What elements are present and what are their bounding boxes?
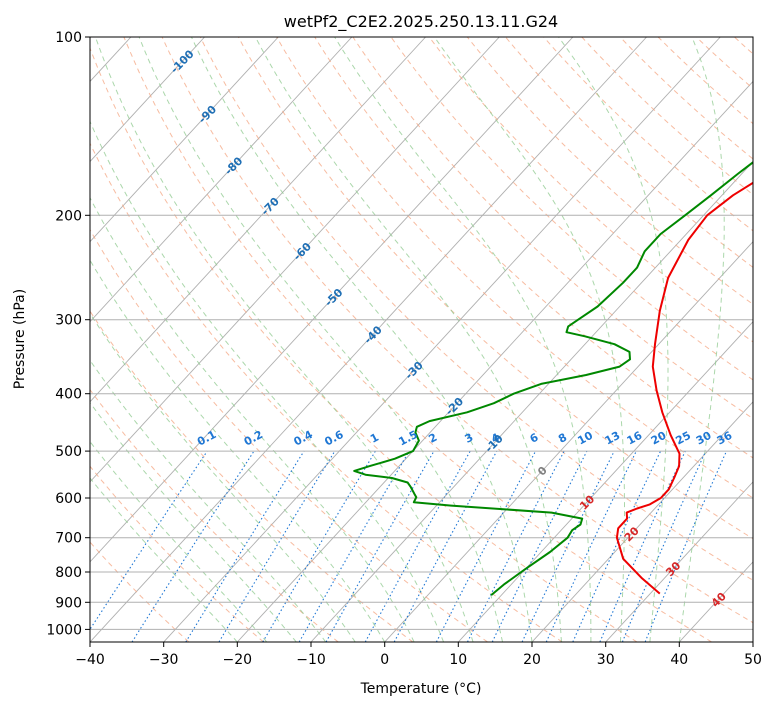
x-axis: −40 −30 −20 −10 0 10 20 30 40 50 bbox=[75, 642, 762, 668]
y-tick-label: 100 bbox=[55, 30, 82, 46]
isotherm-line bbox=[163, 37, 721, 642]
dry-adiabat-line bbox=[466, 37, 753, 305]
x-tick-label: −30 bbox=[149, 652, 179, 668]
isotherm-line bbox=[90, 37, 353, 323]
moist-adiabat-line bbox=[94, 37, 474, 642]
moist-adiabat-line bbox=[90, 359, 327, 642]
mixing-ratio-label: 10 bbox=[575, 429, 595, 448]
y-axis: 100 200 300 400 500 600 700 800 900 1000 bbox=[46, 30, 90, 638]
y-axis-title: Pressure (hPa) bbox=[12, 289, 28, 389]
mixing-ratio-label: 16 bbox=[625, 429, 645, 448]
x-tick-label: 10 bbox=[449, 652, 467, 668]
background-lines bbox=[90, 37, 753, 642]
mixing-ratio-line bbox=[467, 450, 565, 642]
isotherm-line bbox=[90, 37, 500, 483]
dry-adiabat-line bbox=[90, 142, 563, 642]
moist-adiabat-line bbox=[90, 196, 415, 642]
x-tick-label: 50 bbox=[744, 652, 762, 668]
isotherm-line bbox=[90, 37, 647, 642]
x-tick-label: −40 bbox=[75, 652, 105, 668]
mixing-ratio-label: 36 bbox=[715, 429, 735, 448]
y-tick-label: 300 bbox=[55, 313, 82, 329]
x-tick-label: −10 bbox=[296, 652, 326, 668]
dry-adiabat-line bbox=[90, 310, 414, 642]
mixing-ratio-line bbox=[131, 450, 255, 642]
mixing-ratio-line bbox=[364, 450, 471, 642]
y-tick-label: 1000 bbox=[46, 622, 82, 638]
x-tick-label: 30 bbox=[597, 652, 615, 668]
dry-adiabat-line bbox=[237, 37, 753, 540]
moist-adiabat-line bbox=[254, 37, 562, 642]
isotherm-line bbox=[605, 481, 753, 642]
isotherm-line bbox=[236, 80, 753, 642]
isotherm-line bbox=[384, 241, 753, 642]
y-tick-label: 800 bbox=[55, 565, 82, 581]
dry-adiabat-line bbox=[90, 228, 488, 642]
y-tick-label: 700 bbox=[55, 531, 82, 547]
x-tick-label: 20 bbox=[523, 652, 541, 668]
dry-adiabat-line bbox=[90, 465, 264, 642]
y-tick-label: 400 bbox=[55, 387, 82, 403]
x-tick-label: 40 bbox=[670, 652, 688, 668]
mixing-ratio-line bbox=[491, 450, 588, 642]
moist-adiabat-line bbox=[678, 37, 725, 642]
moist-adiabat-line bbox=[433, 37, 625, 642]
dry-adiabat-line bbox=[161, 37, 753, 624]
x-axis-title: Temperature (°C) bbox=[360, 681, 482, 697]
isotherm-line bbox=[310, 160, 753, 642]
y-tick-label: 600 bbox=[55, 491, 82, 507]
isotherm-line bbox=[90, 37, 574, 563]
dry-adiabat-line bbox=[276, 37, 753, 499]
moist-adiabat-line bbox=[90, 401, 297, 642]
moist-adiabat-line bbox=[90, 312, 356, 642]
dewpoint-profile bbox=[353, 161, 753, 596]
chart-title: wetPf2_C2E2.2025.250.13.11.G24 bbox=[284, 12, 558, 32]
mixing-ratio-line bbox=[325, 450, 435, 642]
y-tick-label: 500 bbox=[55, 444, 82, 460]
mixing-ratio-line bbox=[185, 450, 305, 642]
moist-adiabat-line bbox=[90, 259, 386, 642]
mixing-ratio-label: 13 bbox=[603, 429, 623, 448]
mixing-ratio-line bbox=[90, 450, 208, 631]
mixing-ratio-label: 20 bbox=[649, 429, 669, 448]
mixing-ratio-label: 25 bbox=[673, 429, 693, 448]
isotherm-line bbox=[531, 401, 753, 642]
x-tick-label: −20 bbox=[223, 652, 253, 668]
plot-frame bbox=[89, 36, 754, 643]
moist-adiabat-line bbox=[558, 37, 669, 642]
mixing-ratio-line bbox=[218, 450, 336, 642]
mixing-ratio-label: 30 bbox=[694, 429, 714, 448]
moist-adiabat-line bbox=[90, 440, 268, 642]
x-tick-label: 0 bbox=[380, 652, 389, 668]
profile-series bbox=[353, 161, 753, 596]
y-tick-label: 900 bbox=[55, 595, 82, 611]
y-tick-label: 200 bbox=[55, 208, 82, 224]
dry-adiabat-line bbox=[390, 37, 753, 381]
isotherm-line bbox=[90, 37, 205, 163]
isotherm-line bbox=[90, 37, 279, 243]
mixing-ratio-line bbox=[393, 450, 498, 642]
dry-adiabat-line bbox=[90, 46, 638, 642]
moist-adiabat-line bbox=[90, 120, 445, 642]
moist-adiabat-line bbox=[138, 37, 503, 642]
moist-adiabat-line bbox=[334, 37, 592, 642]
mixing-ratio-line bbox=[621, 450, 707, 642]
isotherm-line bbox=[90, 37, 426, 403]
pressure-gridlines bbox=[90, 37, 753, 630]
mixing-ratio-line bbox=[644, 450, 728, 642]
temperature-profile bbox=[615, 181, 753, 595]
